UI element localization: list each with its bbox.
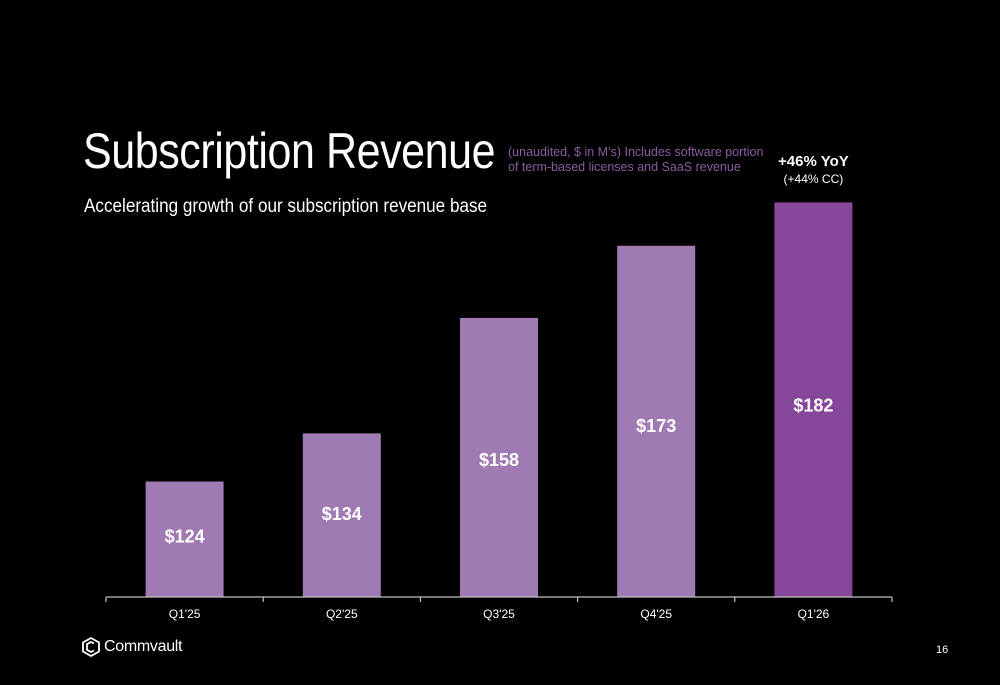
- bar-Q125: [145, 481, 224, 597]
- data-label: $173: [636, 416, 676, 436]
- data-label: $182: [793, 396, 833, 416]
- page-number: 16: [936, 644, 949, 656]
- x-tick-label: Q3'25: [483, 607, 515, 621]
- page-subtitle: Accelerating growth of our subscription …: [84, 196, 488, 217]
- cc-annotation: (+44% CC): [784, 172, 844, 186]
- x-tick-label: Q1'26: [798, 607, 830, 621]
- bar-Q325: [460, 317, 538, 597]
- commvault-logo-icon: [82, 637, 100, 657]
- commvault-logo: Commvault: [82, 637, 183, 657]
- bar-Q225: [302, 433, 381, 597]
- x-tick-label: Q1'25: [169, 607, 201, 621]
- bar-Q126: [774, 202, 853, 597]
- yoy-annotation: +46% YoY: [778, 153, 849, 170]
- data-label: $158: [479, 450, 519, 470]
- logo-text: Commvault: [104, 638, 183, 655]
- chart-note: (unaudited, $ in M’s) Includes software …: [508, 145, 764, 174]
- x-tick-label: Q4'25: [640, 607, 672, 621]
- data-label: $134: [322, 504, 362, 524]
- page-title: Subscription Revenue: [83, 123, 496, 179]
- bar-Q425: [617, 245, 696, 597]
- data-label: $124: [165, 527, 205, 547]
- x-tick-label: Q2'25: [326, 607, 358, 621]
